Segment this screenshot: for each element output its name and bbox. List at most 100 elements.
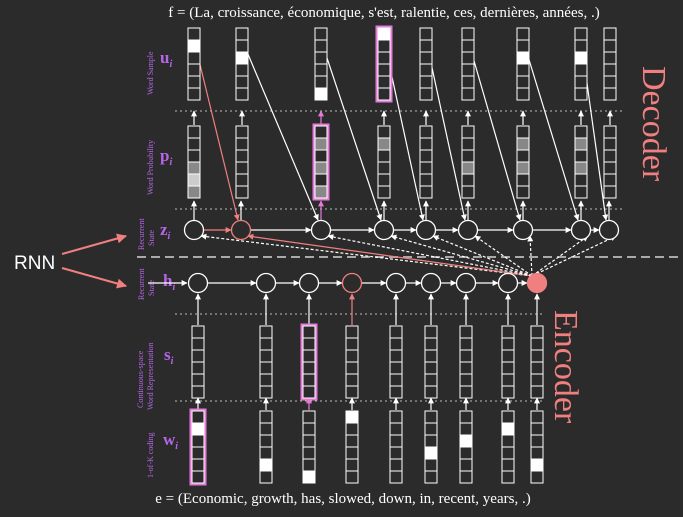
one-of-k-vector-cell <box>459 422 473 436</box>
word-probability-vector-cell <box>516 149 530 163</box>
word-sample-vector-cell <box>377 75 391 89</box>
word-probability-vector <box>377 125 391 199</box>
word-sample-vector-cell <box>574 39 588 53</box>
symbol-u: ui <box>160 48 172 70</box>
one-of-k-vector-cell <box>389 434 403 448</box>
sample-feedback-arrow <box>522 39 580 221</box>
continuous-rep-vector-cell <box>259 349 273 363</box>
one-of-k-vector-highlight <box>189 408 207 486</box>
word-sample-vector-cell <box>419 87 433 101</box>
continuous-rep-vector-cell <box>345 325 359 339</box>
sample-feedback-arrow <box>467 39 522 221</box>
continuous-rep-vector-cell <box>501 325 515 339</box>
decoder-state-node <box>373 219 395 241</box>
word-sample-vector-cell <box>377 87 391 101</box>
one-of-k-vector-cell <box>424 434 438 448</box>
one-of-k-vector-cell <box>389 410 403 424</box>
continuous-rep-vector-cell <box>424 325 438 339</box>
continuous-rep-vector-cell <box>530 337 544 351</box>
continuous-rep-vector-cell <box>530 385 544 399</box>
continuous-rep-vector-cell <box>459 373 473 387</box>
one-of-k-vector <box>345 410 359 484</box>
continuous-rep-vector-cell <box>530 373 544 387</box>
one-of-k-vector-cell <box>530 422 544 436</box>
one-of-k-vector-cell <box>191 470 205 484</box>
continuous-rep-vector-cell <box>459 337 473 351</box>
continuous-rep-vector-cell <box>345 385 359 399</box>
one-of-k-vector-cell <box>501 446 515 460</box>
continuous-rep-vector-cell <box>530 325 544 339</box>
decoder-state-node <box>230 219 252 241</box>
word-probability-vector-cell <box>187 173 201 187</box>
continuous-rep-vector-cell <box>459 361 473 375</box>
word-probability-vector-cell <box>603 125 617 139</box>
one-of-k-vector-cell <box>302 458 316 472</box>
one-of-k-vector <box>530 410 544 484</box>
word-sample-vector <box>314 27 328 101</box>
sample-feedback-arrow <box>241 39 319 221</box>
continuous-rep-vector-cell <box>302 325 316 339</box>
rnn-label: RNN <box>14 253 55 274</box>
side-label-decoder-state-1: Recurrent <box>137 218 146 250</box>
word-sample-vector-cell <box>235 75 249 89</box>
one-of-k-vector-cell <box>345 422 359 436</box>
continuous-rep-vector-cell <box>501 337 515 351</box>
rnn-arrow-decoder <box>61 233 127 255</box>
continuous-rep-vector-cell <box>501 361 515 375</box>
continuous-rep-vector-cell <box>501 349 515 363</box>
word-sample-vector-cell <box>603 51 617 65</box>
word-probability-vector-cell <box>603 149 617 163</box>
word-probability-vector <box>603 125 617 199</box>
continuous-rep-vector-cell <box>191 337 205 351</box>
word-probability-vector-cell <box>461 173 475 187</box>
continuous-rep-vector-cell <box>389 349 403 363</box>
word-probability-vector-highlight <box>312 123 330 201</box>
word-sample-vector-cell <box>574 27 588 41</box>
word-probability-vector-cell <box>377 173 391 187</box>
word-probability-vector-cell <box>574 125 588 139</box>
one-of-k-vector <box>389 410 403 484</box>
one-of-k-vector-cell <box>459 446 473 460</box>
word-sample-vector <box>461 27 475 101</box>
word-probability-vector-cell <box>314 173 328 187</box>
word-sample-vector-cell <box>516 75 530 89</box>
side-label-encoder-state-2: State <box>147 280 156 296</box>
one-of-k-vector-cell <box>501 458 515 472</box>
continuous-rep-vector-cell <box>259 385 273 399</box>
sample-feedback-arrow <box>193 39 240 221</box>
context-arrow <box>432 235 533 277</box>
word-probability-vector-cell <box>377 137 391 151</box>
continuous-rep-vector-highlight <box>300 323 318 401</box>
one-of-k-vector-cell <box>302 422 316 436</box>
continuous-rep-vector <box>424 325 438 399</box>
continuous-rep-vector-cell <box>345 361 359 375</box>
one-of-k-vector-cell <box>389 458 403 472</box>
context-arrow <box>531 235 589 277</box>
continuous-rep-vector-cell <box>302 337 316 351</box>
sample-feedback-arrow <box>320 39 383 221</box>
one-of-k-vector-cell <box>501 422 515 436</box>
one-of-k-vector <box>424 410 438 484</box>
word-sample-vector-cell <box>235 63 249 77</box>
word-probability-vector <box>312 123 330 201</box>
one-of-k-vector-cell <box>424 422 438 436</box>
word-sample-vector-cell <box>461 75 475 89</box>
word-sample-vector-cell <box>187 87 201 101</box>
one-of-k-vector-cell <box>424 470 438 484</box>
word-probability-vector <box>516 125 530 199</box>
encoder-state-node <box>341 272 363 294</box>
word-sample-vector-cell <box>235 27 249 41</box>
continuous-rep-vector-cell <box>389 385 403 399</box>
one-of-k-vector <box>189 408 207 486</box>
word-probability-vector <box>461 125 475 199</box>
one-of-k-vector-cell <box>389 422 403 436</box>
word-probability-vector-cell <box>461 125 475 139</box>
summary-node <box>526 272 548 294</box>
one-of-k-vector-cell <box>191 458 205 472</box>
word-probability-vector-cell <box>314 125 328 139</box>
continuous-rep-vector-cell <box>389 325 403 339</box>
word-sample-vector-cell <box>603 39 617 53</box>
encoder-state-node <box>255 272 277 294</box>
one-of-k-vector-cell <box>530 458 544 472</box>
continuous-rep-vector-cell <box>259 337 273 351</box>
